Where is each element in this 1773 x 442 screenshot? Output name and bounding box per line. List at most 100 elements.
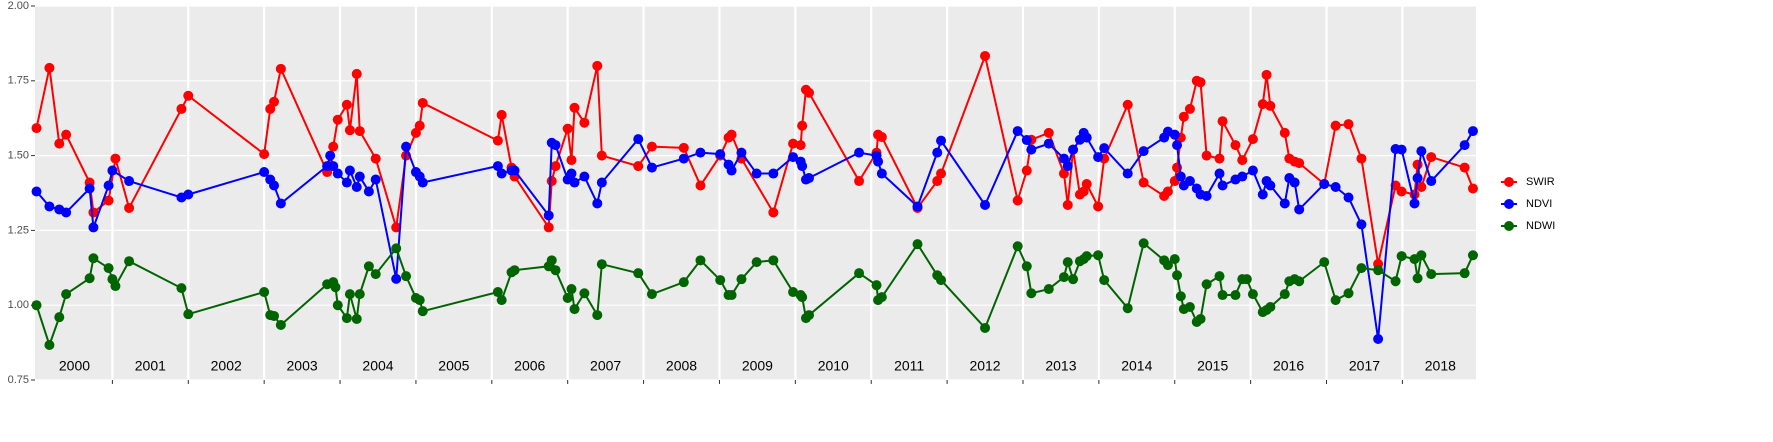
point (1396, 251, 1407, 262)
point (596, 150, 607, 161)
point (414, 120, 425, 131)
point (980, 199, 991, 210)
point (1214, 168, 1225, 179)
legend-label: NDVI (1526, 198, 1552, 210)
point (912, 201, 923, 212)
point (1012, 126, 1023, 137)
point (596, 259, 607, 270)
point (1294, 276, 1305, 287)
point (1356, 219, 1367, 230)
point (768, 255, 779, 266)
point (1184, 176, 1195, 187)
point (678, 153, 689, 164)
point (176, 283, 187, 294)
point (1081, 132, 1092, 143)
point (1138, 177, 1149, 188)
year-label: 2009 (742, 358, 773, 374)
point (596, 177, 607, 188)
year-label: 2011 (894, 358, 924, 374)
point (391, 243, 402, 254)
point (1169, 254, 1180, 265)
point (932, 176, 943, 187)
point (363, 261, 374, 272)
point (31, 186, 42, 197)
point (1099, 275, 1110, 286)
point (1319, 179, 1330, 190)
point (980, 322, 991, 333)
point (176, 103, 187, 114)
point (633, 268, 644, 279)
point (543, 222, 554, 233)
point (1201, 150, 1212, 161)
point (803, 173, 814, 184)
year-label: 2003 (287, 358, 318, 374)
legend-swatch (1504, 199, 1514, 209)
point (715, 275, 726, 286)
point (401, 141, 412, 152)
point (579, 117, 590, 128)
point (579, 288, 590, 299)
point (1062, 161, 1073, 172)
point (341, 313, 352, 324)
legend-swatch (1504, 177, 1514, 187)
point (328, 161, 339, 172)
point (1459, 268, 1470, 279)
point (876, 292, 887, 303)
point (1021, 165, 1032, 176)
point (1279, 198, 1290, 209)
point (84, 273, 95, 284)
point (1195, 313, 1206, 324)
point (354, 289, 365, 300)
point (496, 109, 507, 120)
point (1058, 168, 1069, 179)
point (492, 161, 503, 172)
point (1356, 263, 1367, 274)
point (912, 239, 923, 250)
point (84, 183, 95, 194)
point (1257, 99, 1268, 110)
point (566, 284, 577, 295)
year-label: 2000 (59, 358, 90, 374)
legend-label: NDWI (1526, 220, 1555, 232)
point (496, 295, 507, 306)
point (695, 180, 706, 191)
point (1265, 100, 1276, 111)
point (1062, 257, 1073, 268)
point (932, 147, 943, 158)
point (275, 319, 286, 330)
year-label: 2006 (514, 358, 545, 374)
year-label: 2018 (1425, 358, 1456, 374)
point (344, 165, 355, 176)
point (726, 290, 737, 301)
point (124, 256, 135, 267)
point (1122, 303, 1133, 314)
point (936, 275, 947, 286)
point (876, 168, 887, 179)
point (543, 210, 554, 221)
legend-swatch (1504, 221, 1514, 231)
point (370, 174, 381, 185)
point (1201, 190, 1212, 201)
point (1138, 146, 1149, 157)
point (871, 280, 882, 291)
point (1261, 69, 1272, 80)
point (1459, 162, 1470, 173)
y-tick-label: 1.50 (8, 150, 29, 162)
point (646, 289, 657, 300)
point (1122, 168, 1133, 179)
point (1426, 152, 1437, 163)
point (275, 63, 286, 74)
point (1294, 204, 1305, 215)
point (110, 153, 121, 164)
point (1162, 260, 1173, 271)
point (1237, 155, 1248, 166)
point (330, 282, 341, 293)
point (1172, 140, 1183, 151)
point (1062, 199, 1073, 210)
point (1330, 120, 1341, 131)
point (936, 135, 947, 146)
point (1396, 144, 1407, 155)
point (1289, 177, 1300, 188)
year-label: 2007 (590, 358, 621, 374)
